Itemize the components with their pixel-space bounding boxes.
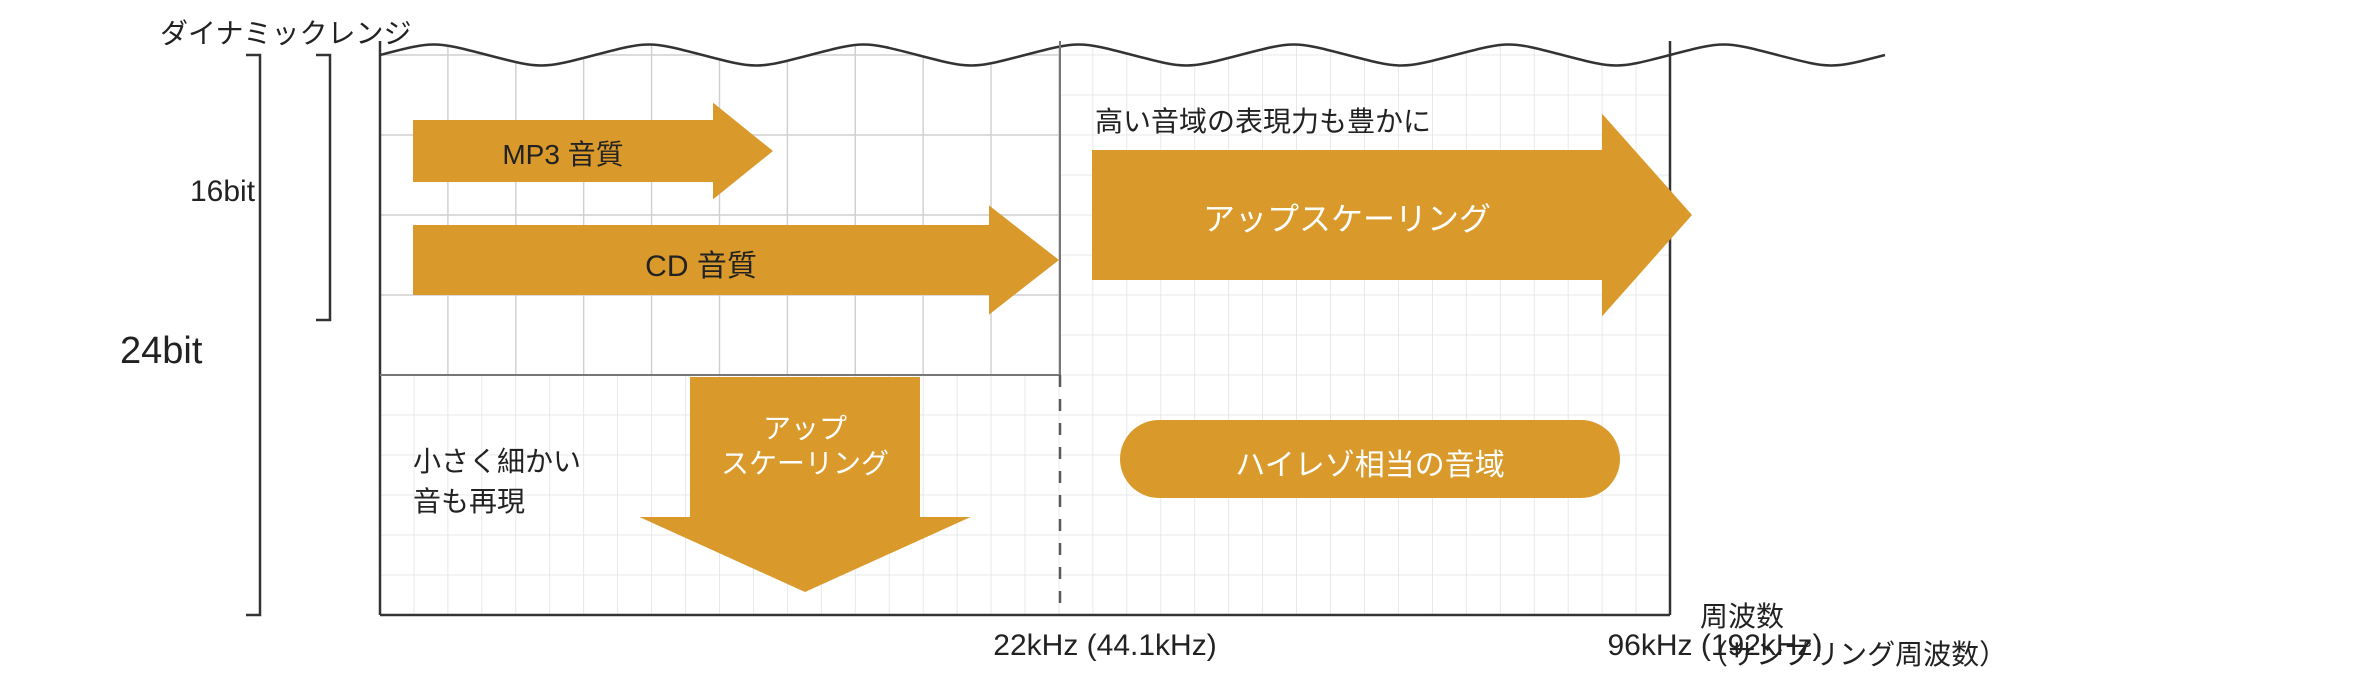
high-range: 高い音域の表現力も豊かに <box>1095 100 1431 140</box>
hires-range-label: ハイレゾ相当の音域 <box>1120 440 1620 484</box>
x-axis-title-l1: 周波数 <box>1700 595 1784 635</box>
small-sound-l1: 小さく細かい <box>413 440 581 480</box>
upscale-right-label: アップスケーリング <box>1092 194 1602 240</box>
upscale-down-label-l1: アップ <box>667 407 943 447</box>
mp3-label: MP3 音質 <box>413 133 713 173</box>
cd-label: CD 音質 <box>413 241 989 285</box>
upscale-down-label-l2: スケーリング <box>667 442 943 482</box>
y-mark-16bit: 16bit <box>190 175 255 209</box>
y-axis-title: ダイナミックレンジ <box>160 12 411 52</box>
y-mark-24bit: 24bit <box>120 330 202 373</box>
x-tick-0: 22kHz (44.1kHz) <box>940 629 1270 663</box>
small-sound-l2: 音も再現 <box>413 480 525 520</box>
x-axis-title-l2: （サンプリング周波数） <box>1700 633 2007 673</box>
